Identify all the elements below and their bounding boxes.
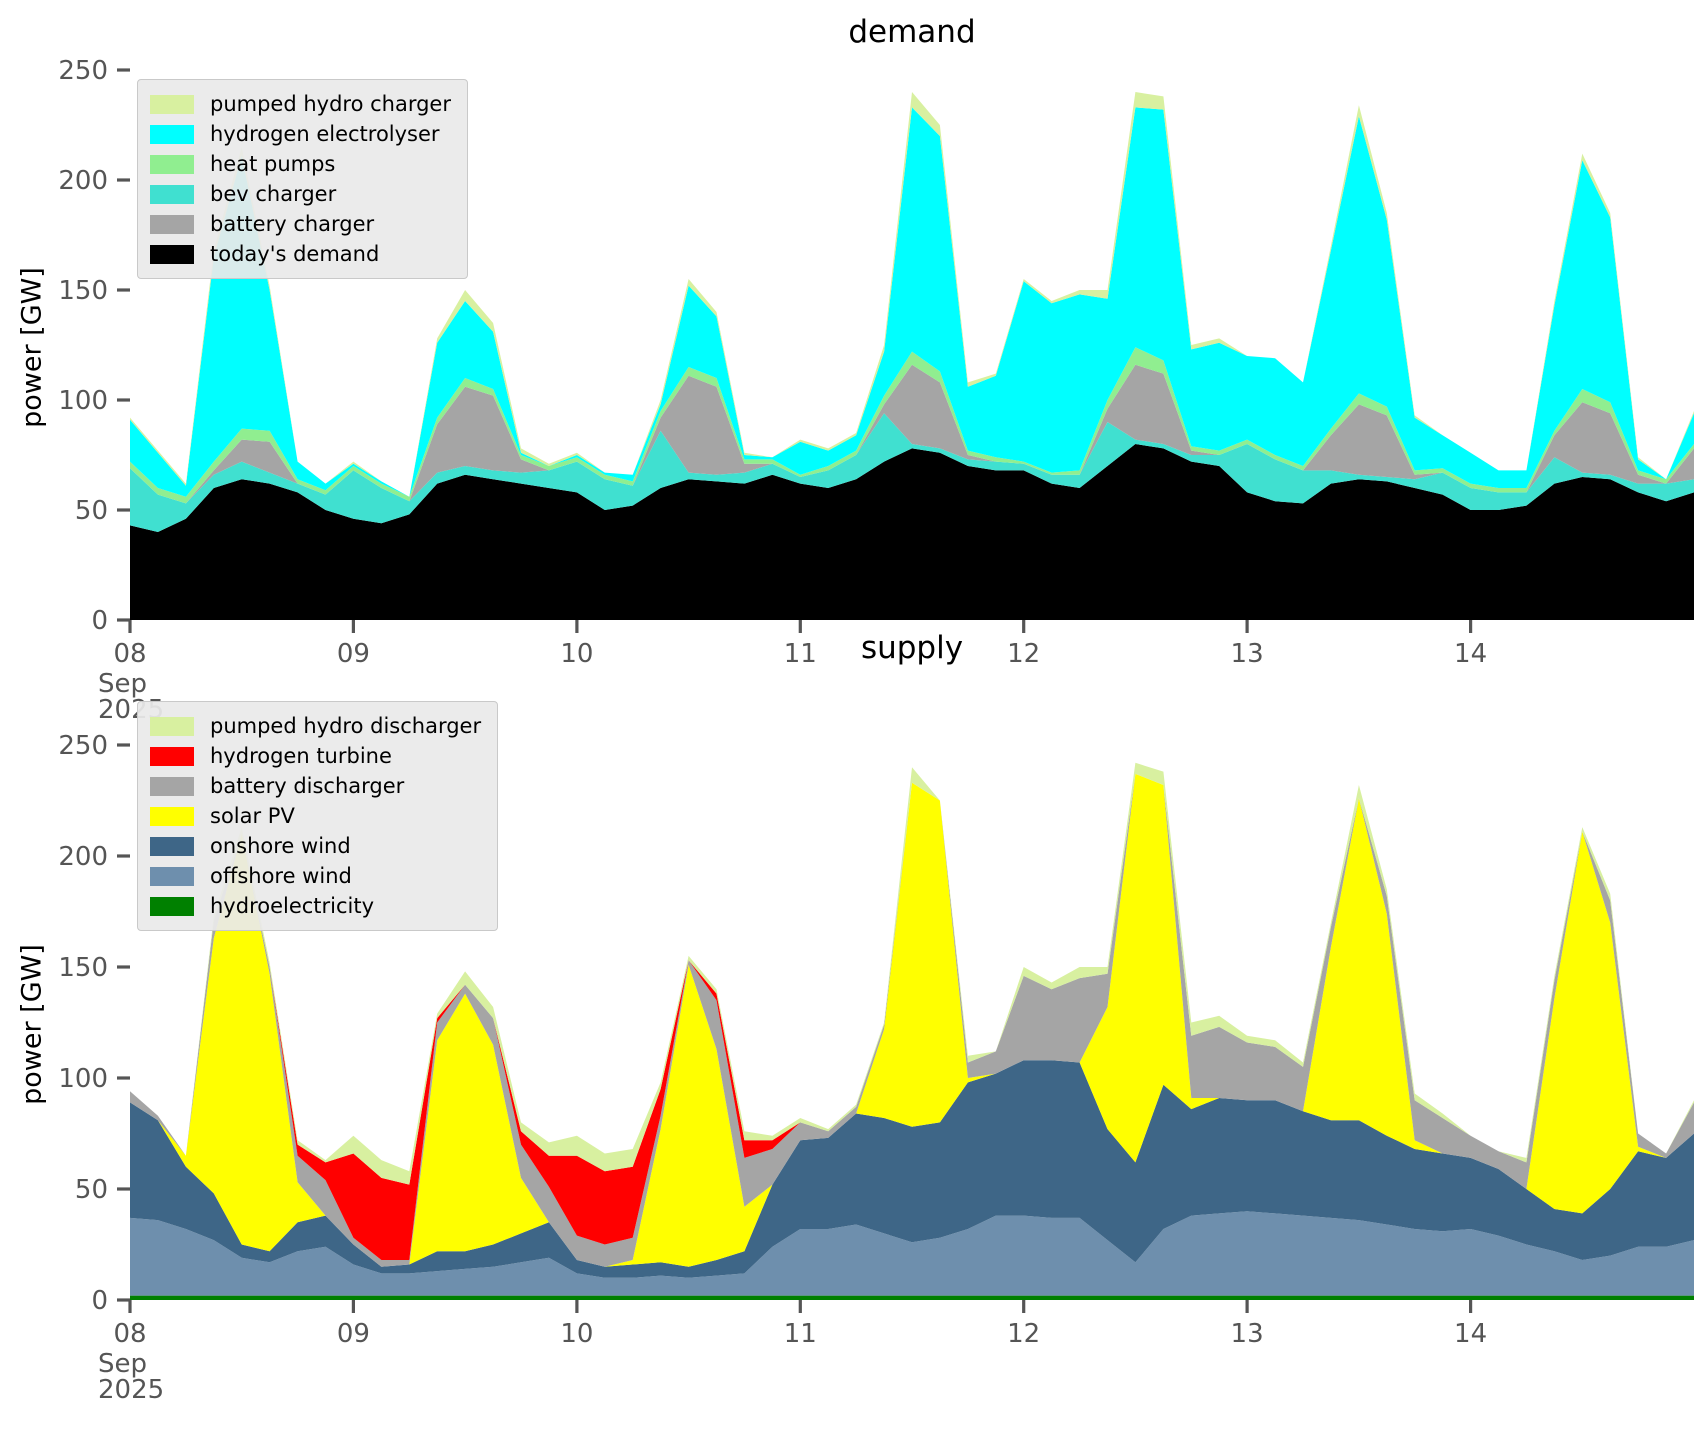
legend-label: pumped hydro charger <box>210 91 451 116</box>
y-tick-label: 200 <box>58 166 108 196</box>
legend-item-battery-charger: battery charger <box>150 209 451 239</box>
x-tick-label: 11 <box>784 639 817 669</box>
x-axis-date-sublabel: 2025 <box>98 1375 164 1405</box>
x-tick-label: 10 <box>560 1319 593 1349</box>
legend-label: offshore wind <box>210 863 352 888</box>
y-tick-label: 250 <box>58 56 108 86</box>
legend-swatch-bev-charger <box>150 184 194 204</box>
legend-label: today's demand <box>210 241 380 266</box>
y-tick-label: 0 <box>91 1286 108 1316</box>
legend-swatch-onshore-wind <box>150 836 194 856</box>
x-tick-label: 14 <box>1454 1319 1487 1349</box>
legend-label: heat pumps <box>210 151 336 176</box>
legend-swatch-today-s-demand <box>150 244 194 264</box>
y-tick-label: 0 <box>91 606 108 636</box>
legend-item-hydroelectricity: hydroelectricity <box>150 891 481 921</box>
legend-label: battery charger <box>210 211 375 236</box>
x-tick-label: 12 <box>1007 639 1040 669</box>
legend-swatch-heat-pumps <box>150 154 194 174</box>
legend-label: hydrogen electrolyser <box>210 121 440 146</box>
y-tick-label: 200 <box>58 842 108 872</box>
legend-label: battery discharger <box>210 773 405 798</box>
supply-legend: pumped hydro discharger hydrogen turbine b… <box>137 701 499 931</box>
area-solar-pv <box>130 773 1694 1267</box>
x-tick-label: 09 <box>337 1319 370 1349</box>
x-axis-date-sublabel: Sep <box>98 669 147 699</box>
x-tick-label: 14 <box>1454 639 1487 669</box>
x-tick-label: 10 <box>560 639 593 669</box>
legend-item-pumped-hydro-charger: pumped hydro charger <box>150 89 451 119</box>
legend-item-battery-discharger: battery discharger <box>150 771 481 801</box>
area-battery-charger <box>130 364 1694 504</box>
legend-item-solar-pv: solar PV <box>150 801 481 831</box>
area-bev-charger <box>130 413 1694 532</box>
x-tick-label: 08 <box>113 1319 146 1349</box>
legend-item-offshore-wind: offshore wind <box>150 861 481 891</box>
legend-swatch-hydrogen-electrolyser <box>150 124 194 144</box>
area-battery-discharger <box>130 773 1694 1267</box>
legend-item-pumped-hydro-discharger: pumped hydro discharger <box>150 711 481 741</box>
x-tick-label: 08 <box>113 639 146 669</box>
y-tick-label: 50 <box>75 496 108 526</box>
legend-swatch-battery-charger <box>150 214 194 234</box>
x-axis-date-sublabel: Sep <box>98 1349 147 1379</box>
y-tick-label: 250 <box>58 731 108 761</box>
x-tick-label: 13 <box>1231 1319 1264 1349</box>
legend-swatch-battery-discharger <box>150 776 194 796</box>
legend-swatch-pumped-hydro-charger <box>150 94 194 114</box>
area-hydrogen-turbine <box>130 773 1694 1260</box>
legend-item-hydrogen-turbine: hydrogen turbine <box>150 741 481 771</box>
legend-label: solar PV <box>210 803 295 828</box>
legend-label: hydroelectricity <box>210 893 375 918</box>
legend-swatch-offshore-wind <box>150 866 194 886</box>
demand-chart-title: demand <box>848 14 976 50</box>
legend-label: hydrogen turbine <box>210 743 392 768</box>
area-hydroelectricity <box>130 1295 1694 1300</box>
legend-label: bev charger <box>210 181 337 206</box>
legend-swatch-hydrogen-turbine <box>150 746 194 766</box>
y-tick-label: 150 <box>58 276 108 306</box>
supply-chart-title: supply <box>860 630 964 666</box>
y-tick-label: 100 <box>58 386 108 416</box>
legend-label: pumped hydro discharger <box>210 713 482 738</box>
legend-item-onshore-wind: onshore wind <box>150 831 481 861</box>
y-tick-label: 100 <box>58 1064 108 1094</box>
area-offshore-wind <box>130 1211 1694 1296</box>
area-today-s-demand <box>130 444 1694 620</box>
legend-swatch-hydroelectricity <box>150 896 194 916</box>
supply-y-axis-label: power [GW] <box>16 944 48 1105</box>
y-tick-label: 50 <box>75 1175 108 1205</box>
legend-label: onshore wind <box>210 833 351 858</box>
area-onshore-wind <box>130 1060 1694 1278</box>
x-tick-label: 11 <box>784 1319 817 1349</box>
x-tick-label: 12 <box>1007 1319 1040 1349</box>
legend-item-today-s-demand: today's demand <box>150 239 451 269</box>
legend-swatch-pumped-hydro-discharger <box>150 716 194 736</box>
x-tick-label: 09 <box>337 639 370 669</box>
x-tick-label: 13 <box>1231 639 1264 669</box>
legend-item-hydrogen-electrolyser: hydrogen electrolyser <box>150 119 451 149</box>
demand-y-axis-label: power [GW] <box>16 267 48 428</box>
legend-item-heat-pumps: heat pumps <box>150 149 451 179</box>
area-hydrogen-electrolyser <box>130 107 1694 497</box>
legend-item-bev-charger: bev charger <box>150 179 451 209</box>
demand-legend: pumped hydro charger hydrogen electrolyse… <box>137 79 468 279</box>
legend-swatch-solar-pv <box>150 806 194 826</box>
y-tick-label: 150 <box>58 953 108 983</box>
